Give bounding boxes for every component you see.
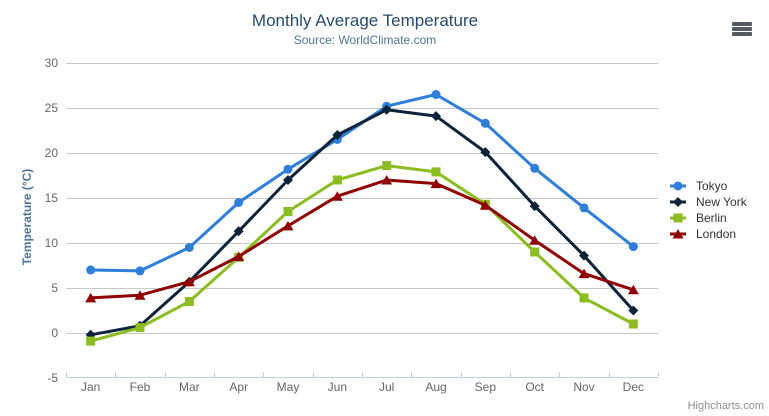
legend-diamond-icon — [670, 197, 686, 207]
data-point-berlin[interactable] — [628, 319, 638, 329]
y-axis-tick-label: 5 — [51, 281, 58, 295]
data-point-tokyo[interactable] — [283, 164, 293, 174]
credits-link[interactable]: Highcharts.com — [687, 400, 764, 412]
data-point-berlin[interactable] — [86, 336, 96, 346]
x-axis-tick-label: Nov — [573, 380, 594, 394]
data-point-london[interactable] — [331, 191, 343, 201]
data-point-london[interactable] — [183, 276, 195, 287]
data-point-london[interactable] — [627, 284, 639, 295]
legend-item-london[interactable]: London — [670, 226, 747, 242]
data-point-tokyo[interactable] — [628, 242, 638, 252]
data-point-new-york[interactable] — [332, 130, 343, 140]
legend-triangle-icon — [670, 229, 686, 239]
legend-item-new-york[interactable]: New York — [670, 194, 747, 210]
x-axis-tick-label: Oct — [525, 380, 544, 394]
x-axis-tick-label: Sep — [475, 380, 497, 394]
data-point-tokyo[interactable] — [579, 203, 589, 213]
x-axis-tick-label: Aug — [425, 380, 446, 394]
data-point-berlin[interactable] — [283, 207, 293, 216]
data-point-new-york[interactable] — [628, 305, 639, 316]
data-point-berlin[interactable] — [184, 297, 194, 306]
legend: Tokyo New York Berlin London — [670, 178, 747, 242]
series-line-new-york — [89, 108, 635, 337]
x-axis-tick-label: Jul — [379, 380, 394, 394]
data-point-new-york[interactable] — [480, 147, 491, 158]
x-axis-tick-label: Jun — [328, 380, 347, 394]
legend-item-tokyo[interactable]: Tokyo — [670, 178, 747, 194]
y-axis-tick-label: 0 — [51, 326, 58, 340]
legend-label: London — [696, 227, 737, 241]
data-point-berlin[interactable] — [530, 247, 540, 257]
legend-item-berlin[interactable]: Berlin — [670, 210, 747, 226]
series-line-berlin — [89, 164, 635, 343]
data-point-new-york[interactable] — [233, 226, 244, 237]
data-point-london[interactable] — [578, 268, 590, 279]
data-point-new-york[interactable] — [579, 250, 589, 261]
legend-label: Tokyo — [696, 179, 728, 193]
y-axis-tick-label: 15 — [45, 191, 59, 205]
x-axis-tick-label: Dec — [623, 380, 644, 394]
data-point-london[interactable] — [381, 175, 393, 185]
hamburger-icon — [732, 22, 752, 26]
series-tokyo — [86, 90, 638, 276]
data-point-london[interactable] — [479, 200, 491, 210]
series-new-york — [85, 104, 639, 340]
data-point-new-york[interactable] — [431, 111, 441, 122]
data-point-berlin[interactable] — [332, 175, 342, 185]
y-axis-tick-label: -5 — [47, 371, 58, 385]
x-axis-tick-label: Mar — [179, 380, 200, 394]
x-axis-tick-label: Jan — [81, 380, 100, 394]
data-point-london[interactable] — [282, 220, 294, 231]
data-point-tokyo[interactable] — [431, 90, 441, 99]
export-menu-button[interactable] — [732, 22, 752, 36]
data-point-berlin[interactable] — [382, 161, 392, 171]
data-point-tokyo[interactable] — [86, 265, 96, 275]
y-axis-tick-label: 10 — [45, 236, 59, 250]
data-point-tokyo[interactable] — [135, 266, 145, 276]
data-point-berlin[interactable] — [579, 293, 589, 303]
x-axis-tick-label: Apr — [229, 380, 248, 394]
legend-circle-icon — [670, 181, 686, 191]
data-point-new-york[interactable] — [283, 175, 293, 185]
x-axis-tick-label: May — [277, 380, 300, 394]
x-axis-tick-label: Feb — [130, 380, 151, 394]
data-point-london[interactable] — [529, 235, 541, 245]
data-point-london[interactable] — [85, 292, 97, 303]
data-point-tokyo[interactable] — [184, 243, 194, 252]
legend-label: New York — [696, 195, 747, 209]
y-axis-tick-label: 25 — [45, 101, 59, 115]
series-line-london — [89, 178, 635, 300]
y-axis-tick-label: 30 — [45, 56, 59, 70]
data-point-london[interactable] — [430, 178, 442, 189]
data-point-tokyo[interactable] — [234, 198, 244, 207]
series-london — [85, 175, 639, 303]
y-axis-tick-label: 20 — [45, 146, 59, 160]
hamburger-icon — [732, 32, 752, 36]
chart-title: Monthly Average Temperature — [251, 11, 479, 30]
chart-subtitle: Source: WorldClimate.com — [293, 33, 437, 47]
data-point-new-york[interactable] — [381, 104, 392, 115]
data-point-berlin[interactable] — [135, 323, 145, 333]
data-point-berlin[interactable] — [431, 167, 441, 177]
data-point-london[interactable] — [233, 251, 245, 262]
legend-label: Berlin — [696, 211, 727, 225]
data-point-new-york[interactable] — [529, 201, 540, 212]
legend-square-icon — [670, 213, 686, 223]
data-point-tokyo[interactable] — [530, 163, 540, 173]
data-point-london[interactable] — [134, 290, 146, 300]
hamburger-icon — [732, 27, 752, 31]
data-point-tokyo[interactable] — [480, 118, 490, 128]
